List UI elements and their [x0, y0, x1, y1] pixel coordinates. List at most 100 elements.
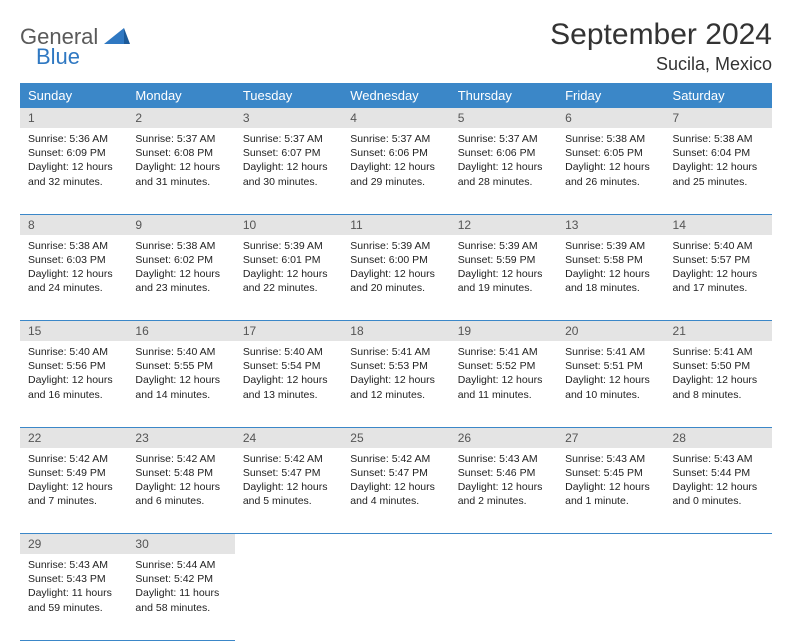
day-cell: Sunrise: 5:40 AMSunset: 5:56 PMDaylight:… — [20, 341, 127, 427]
location: Sucila, Mexico — [550, 54, 772, 75]
day-cell — [450, 554, 557, 640]
week-row: Sunrise: 5:42 AMSunset: 5:49 PMDaylight:… — [20, 448, 772, 534]
day-cell: Sunrise: 5:39 AMSunset: 5:59 PMDaylight:… — [450, 235, 557, 321]
day-cell: Sunrise: 5:38 AMSunset: 6:03 PMDaylight:… — [20, 235, 127, 321]
day-details: Sunrise: 5:38 AMSunset: 6:04 PMDaylight:… — [665, 128, 772, 197]
day-cell: Sunrise: 5:43 AMSunset: 5:45 PMDaylight:… — [557, 448, 664, 534]
day-number: 26 — [450, 427, 557, 448]
title-block: September 2024 Sucila, Mexico — [550, 18, 772, 75]
weekday-header-row: Sunday Monday Tuesday Wednesday Thursday… — [20, 83, 772, 108]
day-number: 9 — [127, 214, 234, 235]
day-number: 15 — [20, 321, 127, 342]
day-number: 4 — [342, 108, 449, 128]
day-number: 19 — [450, 321, 557, 342]
logo-text-blue: Blue — [36, 44, 80, 69]
week-row: Sunrise: 5:38 AMSunset: 6:03 PMDaylight:… — [20, 235, 772, 321]
day-details: Sunrise: 5:41 AMSunset: 5:51 PMDaylight:… — [557, 341, 664, 410]
logo-triangle-icon — [104, 26, 130, 49]
day-details: Sunrise: 5:43 AMSunset: 5:46 PMDaylight:… — [450, 448, 557, 517]
day-details: Sunrise: 5:40 AMSunset: 5:57 PMDaylight:… — [665, 235, 772, 304]
day-number: 3 — [235, 108, 342, 128]
day-number: 21 — [665, 321, 772, 342]
day-details: Sunrise: 5:39 AMSunset: 5:58 PMDaylight:… — [557, 235, 664, 304]
day-details: Sunrise: 5:43 AMSunset: 5:43 PMDaylight:… — [20, 554, 127, 623]
day-details: Sunrise: 5:37 AMSunset: 6:06 PMDaylight:… — [342, 128, 449, 197]
daynum-row: 891011121314 — [20, 214, 772, 235]
week-row: Sunrise: 5:40 AMSunset: 5:56 PMDaylight:… — [20, 341, 772, 427]
day-details: Sunrise: 5:37 AMSunset: 6:06 PMDaylight:… — [450, 128, 557, 197]
day-cell: Sunrise: 5:41 AMSunset: 5:50 PMDaylight:… — [665, 341, 772, 427]
day-number: 23 — [127, 427, 234, 448]
day-details: Sunrise: 5:40 AMSunset: 5:56 PMDaylight:… — [20, 341, 127, 410]
day-details: Sunrise: 5:41 AMSunset: 5:52 PMDaylight:… — [450, 341, 557, 410]
col-monday: Monday — [127, 83, 234, 108]
day-cell — [557, 554, 664, 640]
day-cell: Sunrise: 5:37 AMSunset: 6:06 PMDaylight:… — [342, 128, 449, 214]
daynum-row: 15161718192021 — [20, 321, 772, 342]
col-wednesday: Wednesday — [342, 83, 449, 108]
day-cell: Sunrise: 5:40 AMSunset: 5:57 PMDaylight:… — [665, 235, 772, 321]
col-friday: Friday — [557, 83, 664, 108]
day-cell — [342, 554, 449, 640]
day-cell: Sunrise: 5:43 AMSunset: 5:44 PMDaylight:… — [665, 448, 772, 534]
day-cell: Sunrise: 5:41 AMSunset: 5:51 PMDaylight:… — [557, 341, 664, 427]
day-details: Sunrise: 5:42 AMSunset: 5:47 PMDaylight:… — [235, 448, 342, 517]
day-number: 10 — [235, 214, 342, 235]
logo-text-blue-wrap: Blue — [36, 44, 80, 70]
day-number: 25 — [342, 427, 449, 448]
day-number: 30 — [127, 534, 234, 555]
month-title: September 2024 — [550, 18, 772, 52]
day-cell: Sunrise: 5:41 AMSunset: 5:53 PMDaylight:… — [342, 341, 449, 427]
day-details: Sunrise: 5:39 AMSunset: 5:59 PMDaylight:… — [450, 235, 557, 304]
day-cell: Sunrise: 5:40 AMSunset: 5:54 PMDaylight:… — [235, 341, 342, 427]
daynum-row: 2930 — [20, 534, 772, 555]
day-details: Sunrise: 5:42 AMSunset: 5:49 PMDaylight:… — [20, 448, 127, 517]
day-cell: Sunrise: 5:42 AMSunset: 5:48 PMDaylight:… — [127, 448, 234, 534]
day-number: 29 — [20, 534, 127, 555]
day-number: 18 — [342, 321, 449, 342]
day-details: Sunrise: 5:41 AMSunset: 5:53 PMDaylight:… — [342, 341, 449, 410]
day-cell: Sunrise: 5:38 AMSunset: 6:04 PMDaylight:… — [665, 128, 772, 214]
day-number: 20 — [557, 321, 664, 342]
day-number: 6 — [557, 108, 664, 128]
day-number: 17 — [235, 321, 342, 342]
day-cell: Sunrise: 5:40 AMSunset: 5:55 PMDaylight:… — [127, 341, 234, 427]
day-number — [665, 534, 772, 555]
day-number: 27 — [557, 427, 664, 448]
day-cell: Sunrise: 5:37 AMSunset: 6:06 PMDaylight:… — [450, 128, 557, 214]
day-details: Sunrise: 5:40 AMSunset: 5:54 PMDaylight:… — [235, 341, 342, 410]
day-number — [342, 534, 449, 555]
day-details: Sunrise: 5:39 AMSunset: 6:01 PMDaylight:… — [235, 235, 342, 304]
daynum-row: 1234567 — [20, 108, 772, 128]
day-details: Sunrise: 5:43 AMSunset: 5:44 PMDaylight:… — [665, 448, 772, 517]
day-number: 16 — [127, 321, 234, 342]
day-number: 28 — [665, 427, 772, 448]
day-details: Sunrise: 5:42 AMSunset: 5:47 PMDaylight:… — [342, 448, 449, 517]
daynum-row: 22232425262728 — [20, 427, 772, 448]
day-cell: Sunrise: 5:39 AMSunset: 6:00 PMDaylight:… — [342, 235, 449, 321]
calendar-table: Sunday Monday Tuesday Wednesday Thursday… — [20, 83, 772, 641]
day-cell: Sunrise: 5:39 AMSunset: 6:01 PMDaylight:… — [235, 235, 342, 321]
day-cell: Sunrise: 5:43 AMSunset: 5:43 PMDaylight:… — [20, 554, 127, 640]
day-details: Sunrise: 5:41 AMSunset: 5:50 PMDaylight:… — [665, 341, 772, 410]
day-details: Sunrise: 5:44 AMSunset: 5:42 PMDaylight:… — [127, 554, 234, 623]
day-number: 24 — [235, 427, 342, 448]
day-number — [450, 534, 557, 555]
col-sunday: Sunday — [20, 83, 127, 108]
day-number: 14 — [665, 214, 772, 235]
day-details: Sunrise: 5:38 AMSunset: 6:03 PMDaylight:… — [20, 235, 127, 304]
col-saturday: Saturday — [665, 83, 772, 108]
day-details: Sunrise: 5:37 AMSunset: 6:08 PMDaylight:… — [127, 128, 234, 197]
day-cell: Sunrise: 5:42 AMSunset: 5:47 PMDaylight:… — [342, 448, 449, 534]
day-number — [235, 534, 342, 555]
day-details: Sunrise: 5:39 AMSunset: 6:00 PMDaylight:… — [342, 235, 449, 304]
day-details: Sunrise: 5:42 AMSunset: 5:48 PMDaylight:… — [127, 448, 234, 517]
day-cell: Sunrise: 5:43 AMSunset: 5:46 PMDaylight:… — [450, 448, 557, 534]
day-cell: Sunrise: 5:37 AMSunset: 6:08 PMDaylight:… — [127, 128, 234, 214]
day-number: 1 — [20, 108, 127, 128]
day-cell — [235, 554, 342, 640]
day-cell: Sunrise: 5:37 AMSunset: 6:07 PMDaylight:… — [235, 128, 342, 214]
day-number: 2 — [127, 108, 234, 128]
header: General September 2024 Sucila, Mexico — [20, 18, 772, 75]
day-number: 12 — [450, 214, 557, 235]
